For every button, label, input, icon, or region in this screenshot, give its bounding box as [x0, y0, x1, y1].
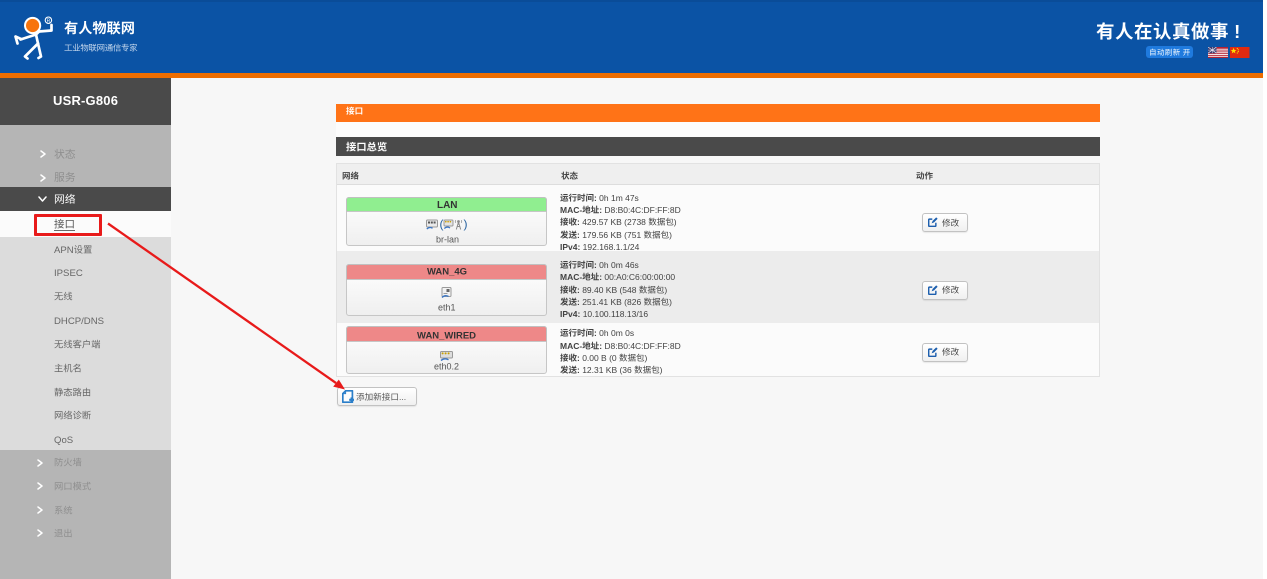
svg-text:00:A0:C6:00:00:00: 00:A0:C6:00:00:00: [604, 272, 675, 282]
svg-text::: :: [577, 284, 580, 294]
svg-text::: :: [577, 297, 580, 307]
svg-text:USR-G806: USR-G806: [53, 93, 118, 108]
svg-text:): ): [660, 365, 663, 375]
svg-text:br-lan: br-lan: [436, 234, 459, 244]
svg-text:R: R: [47, 18, 51, 24]
svg-text:): ): [669, 297, 672, 307]
svg-text:): ): [464, 217, 468, 231]
svg-text:D8:B0:4C:DF:FF:8D: D8:B0:4C:DF:FF:8D: [604, 205, 680, 215]
svg-text:...: ...: [398, 392, 405, 402]
svg-text:IPv4:: IPv4:: [560, 242, 580, 252]
svg-text:0h 0m 46s: 0h 0m 46s: [599, 260, 639, 270]
svg-text:MAC-: MAC-: [560, 205, 582, 215]
svg-text::: :: [599, 340, 602, 350]
svg-text::: :: [594, 193, 597, 203]
svg-text:0h 1m 47s: 0h 1m 47s: [599, 193, 639, 203]
svg-text:429.57 KB (2738: 429.57 KB (2738: [582, 217, 646, 227]
svg-text:): ): [664, 284, 667, 294]
svg-text:0.00 B (0: 0.00 B (0: [582, 353, 617, 363]
svg-text:192.168.1.1/24: 192.168.1.1/24: [583, 242, 640, 252]
svg-text:): ): [645, 353, 648, 363]
svg-text:12.31 KB (36: 12.31 KB (36: [582, 365, 632, 375]
svg-text:QoS: QoS: [54, 435, 73, 446]
svg-text:MAC-: MAC-: [560, 272, 582, 282]
svg-text:): ): [669, 229, 672, 239]
svg-text:WAN_4G: WAN_4G: [427, 267, 467, 278]
svg-text::: :: [577, 353, 580, 363]
svg-text:MAC-: MAC-: [560, 340, 582, 350]
svg-text:179.56 KB (751: 179.56 KB (751: [582, 229, 641, 239]
svg-text::: :: [577, 217, 580, 227]
svg-text:): ): [674, 217, 677, 227]
svg-text:89.40 KB (548: 89.40 KB (548: [582, 284, 637, 294]
svg-text::: :: [577, 365, 580, 375]
svg-text:10.100.118.13/16: 10.100.118.13/16: [583, 309, 649, 319]
svg-text::: :: [594, 260, 597, 270]
svg-text:IPv4:: IPv4:: [560, 309, 580, 319]
svg-text::: :: [577, 229, 580, 239]
svg-text:WAN_WIRED: WAN_WIRED: [417, 330, 476, 341]
svg-text:DHCP/DNS: DHCP/DNS: [54, 315, 104, 326]
svg-text:APN: APN: [54, 244, 74, 255]
svg-text::: :: [599, 272, 602, 282]
svg-text:eth1: eth1: [438, 302, 455, 312]
svg-text:(: (: [440, 217, 444, 231]
svg-text:IPSEC: IPSEC: [54, 268, 83, 279]
svg-text:0h 0m 0s: 0h 0m 0s: [599, 328, 634, 338]
svg-text::: :: [599, 205, 602, 215]
svg-text::: :: [594, 328, 597, 338]
svg-text:!: !: [1234, 21, 1240, 42]
svg-text:251.41 KB (826: 251.41 KB (826: [582, 297, 641, 307]
svg-text:LAN: LAN: [437, 200, 458, 211]
svg-text:eth0.2: eth0.2: [435, 361, 460, 371]
svg-text:D8:B0:4C:DF:FF:8D: D8:B0:4C:DF:FF:8D: [604, 340, 680, 350]
